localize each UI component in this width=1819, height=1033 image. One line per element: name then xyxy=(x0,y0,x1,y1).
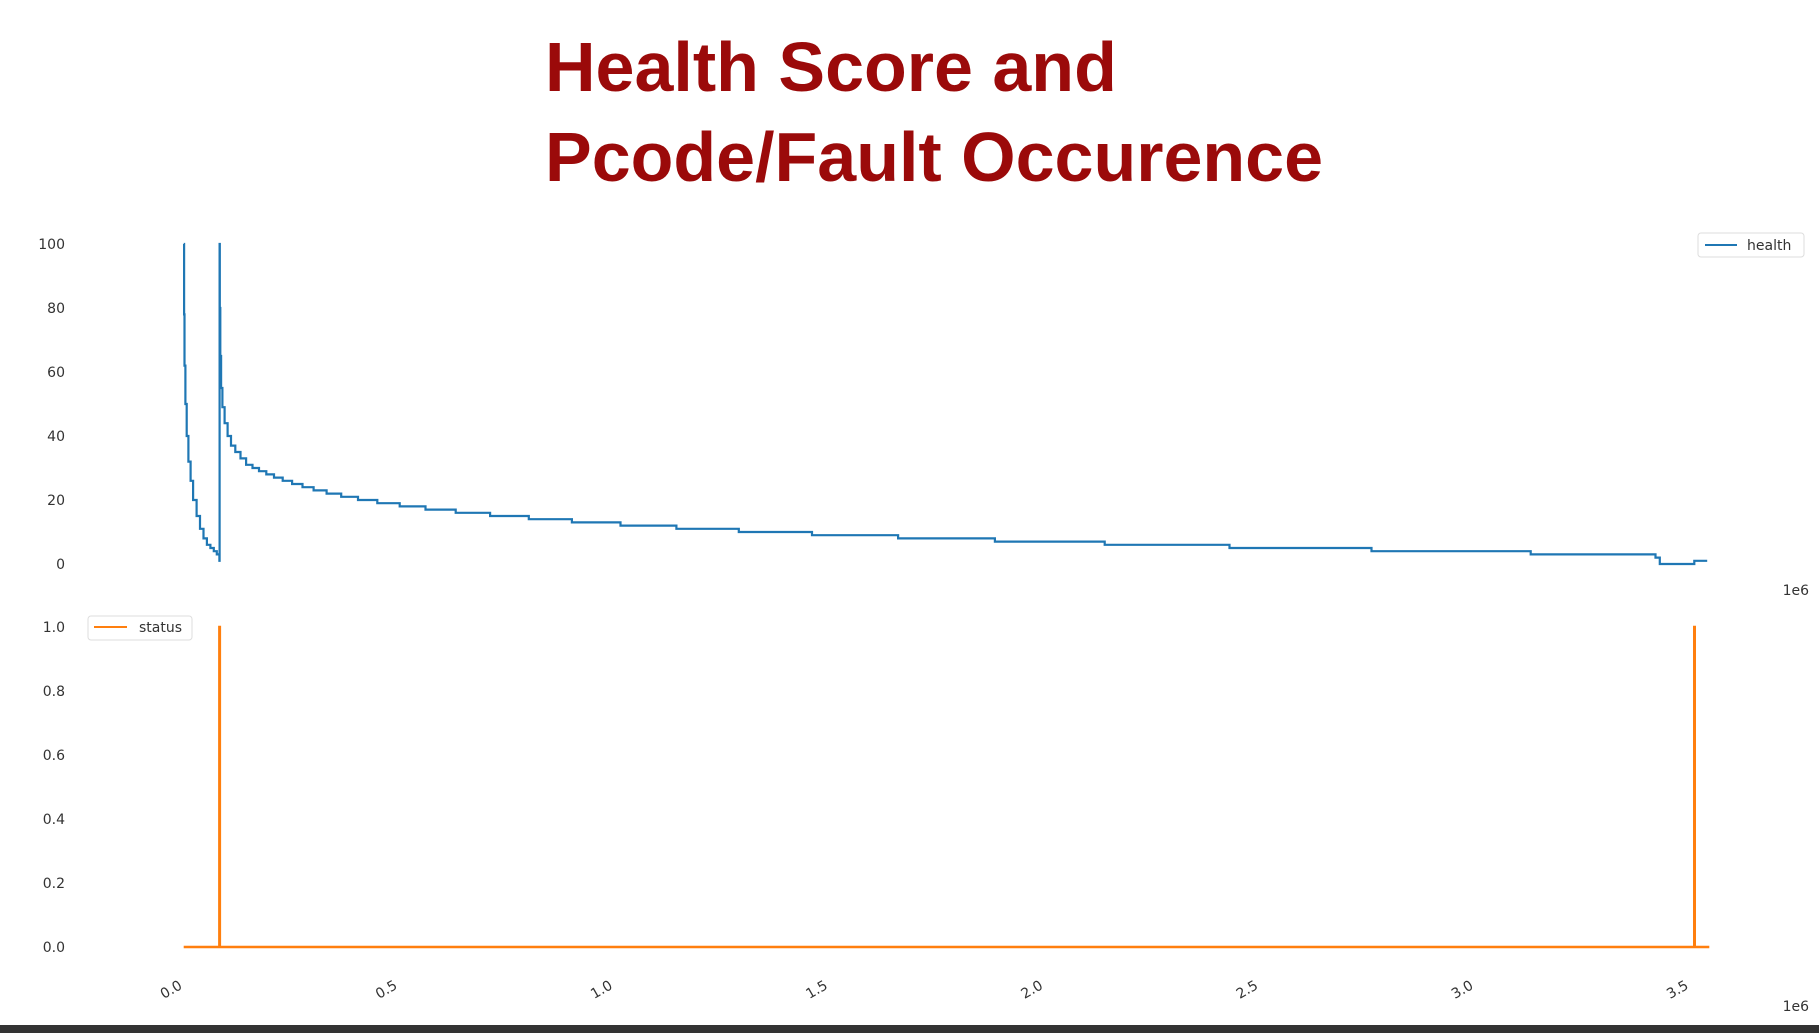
status-legend-label: status xyxy=(139,620,182,636)
status-y-tick-label: 1.0 xyxy=(43,620,65,636)
x-tick-label: 3.5 xyxy=(1664,978,1691,1003)
health-legend-label: health xyxy=(1747,238,1791,254)
status-x-exponent-label: 1e6 xyxy=(1783,999,1810,1015)
health-y-tick-label: 60 xyxy=(47,365,65,381)
status-y-tick-label: 0.2 xyxy=(43,876,65,892)
health-legend: health xyxy=(1697,232,1805,258)
status-y-tick-label: 0.8 xyxy=(43,684,65,700)
x-tick-label: 1.0 xyxy=(588,978,615,1003)
status-legend-box xyxy=(87,615,193,641)
slide-title-line-1: Health Score and xyxy=(545,28,1117,106)
x-tick-label: 3.0 xyxy=(1449,978,1476,1003)
x-tick-label: 0.5 xyxy=(373,978,400,1003)
health-y-tick-label: 100 xyxy=(38,237,65,253)
health-y-tick-label: 80 xyxy=(47,301,65,317)
status-legend: status xyxy=(87,615,193,641)
x-tick-label: 1.5 xyxy=(803,978,830,1003)
health-y-tick-label: 0 xyxy=(56,557,65,573)
x-tick-label: 2.5 xyxy=(1234,978,1261,1003)
health-y-tick-label: 40 xyxy=(47,429,65,445)
status-line xyxy=(183,625,1710,949)
x-tick-label: 0.0 xyxy=(158,978,185,1003)
x-tick-label: 2.0 xyxy=(1019,978,1046,1003)
status-plot: 0.0 0.2 0.4 0.6 0.8 1.0 0.0 0.5 1.0 1.5 2.0 2.5 3.0 3… xyxy=(43,615,1810,1015)
status-y-tick-label: 0.6 xyxy=(43,748,65,764)
health-y-tick-label: 20 xyxy=(47,493,65,509)
slide-title-line-2: Pcode/Fault Occurence xyxy=(545,118,1324,196)
health-line xyxy=(183,242,1708,566)
status-y-tick-label: 0.4 xyxy=(43,812,65,828)
health-plot: 0 20 40 60 80 100 1e6 health xyxy=(38,232,1810,599)
bottom-bar xyxy=(0,1025,1819,1033)
status-y-tick-label: 0.0 xyxy=(43,940,65,956)
health-legend-box xyxy=(1697,232,1805,258)
slide-title: Health Score and Pcode/Fault Occurence xyxy=(545,22,1745,202)
health-x-exponent-label: 1e6 xyxy=(1783,583,1810,599)
